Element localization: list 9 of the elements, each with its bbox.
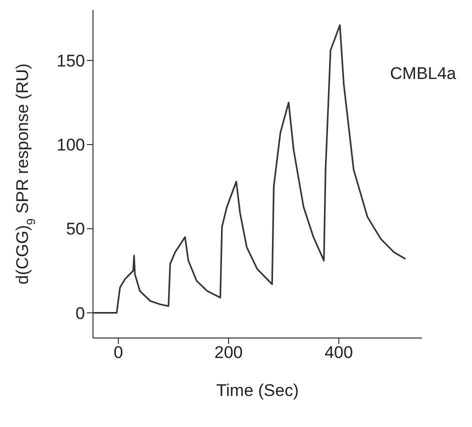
x-tick-label: 0 [114, 343, 124, 362]
x-axis-title: Time (Sec) [216, 381, 299, 400]
x-tick-label: 200 [214, 343, 243, 362]
y-tick-label: 0 [76, 304, 85, 323]
annotation: CMBL4a [390, 64, 456, 84]
y-tick-label: 50 [66, 220, 85, 239]
y-tick-label: 100 [56, 136, 85, 155]
x-tick-label: 400 [324, 343, 353, 362]
y-tick-label: 150 [56, 51, 85, 70]
